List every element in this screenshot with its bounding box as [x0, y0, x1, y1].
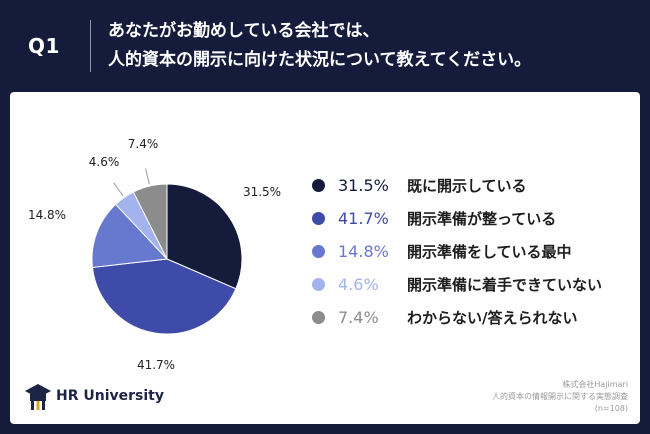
pie-slice [166, 183, 243, 290]
pie-chart: 31.5% 41.7% 14.8% 4.6% 7.4% [28, 137, 281, 372]
source-note: 株式会社Hajimari 人的資本の情報開示に関する実態調査 (n=108) [492, 379, 628, 415]
pie-slice [91, 203, 169, 269]
question-line-2: 人的資本の開示に向けた状況について教えてください。 [108, 50, 532, 70]
question-line-1: あなたがお勤めしている会社では、 [108, 21, 380, 41]
legend-label: 開示準備が整っている [407, 210, 557, 228]
legend-percentage: 7.4% [338, 308, 379, 327]
legend-percentage: 31.5% [338, 176, 389, 195]
source-sample-size: (n=108) [594, 404, 628, 413]
legend-percentage: 41.7% [338, 209, 389, 228]
pie-slice [132, 183, 168, 260]
logo-text: HR University [56, 388, 164, 404]
legend-swatch [312, 212, 325, 225]
legend-label: 開示準備に着手できていない [407, 276, 603, 294]
slice-label: 41.7% [137, 358, 175, 372]
legend-swatch [312, 245, 325, 258]
source-company: 株式会社Hajimari [562, 380, 628, 389]
slice-label: 7.4% [128, 137, 159, 151]
chart-panel: 31.5% 41.7% 14.8% 4.6% 7.4% 31.5% 既に開示している 41.… [10, 92, 640, 424]
leader-line [145, 168, 150, 185]
question-number: Q1 [28, 34, 60, 58]
question-text: あなたがお勤めしている会社では、 人的資本の開示に向けた状況について教えてくださ… [108, 17, 640, 75]
legend-percentage: 14.8% [338, 242, 389, 261]
legend-swatch [312, 311, 325, 324]
source-survey: 人的資本の情報開示に関する実態調査 [492, 392, 628, 401]
hr-university-logo: HR University [24, 380, 164, 414]
graduation-cap-icon [25, 384, 51, 410]
leader-line [113, 182, 124, 197]
slice-label: 31.5% [243, 185, 281, 199]
legend-swatch [312, 179, 325, 192]
slice-label: 4.6% [89, 155, 120, 169]
header-divider [90, 20, 91, 72]
legend-label: わからない/答えられない [407, 309, 578, 327]
legend-label: 既に開示している [407, 177, 527, 195]
slice-label: 14.8% [28, 208, 66, 222]
header: Q1 あなたがお勤めしている会社では、 人的資本の開示に向けた状況について教えて… [0, 0, 650, 90]
pie-slice [91, 258, 237, 335]
legend-swatch [312, 278, 325, 291]
legend-label: 開示準備をしている最中 [407, 243, 572, 261]
legend-percentage: 4.6% [338, 275, 379, 294]
